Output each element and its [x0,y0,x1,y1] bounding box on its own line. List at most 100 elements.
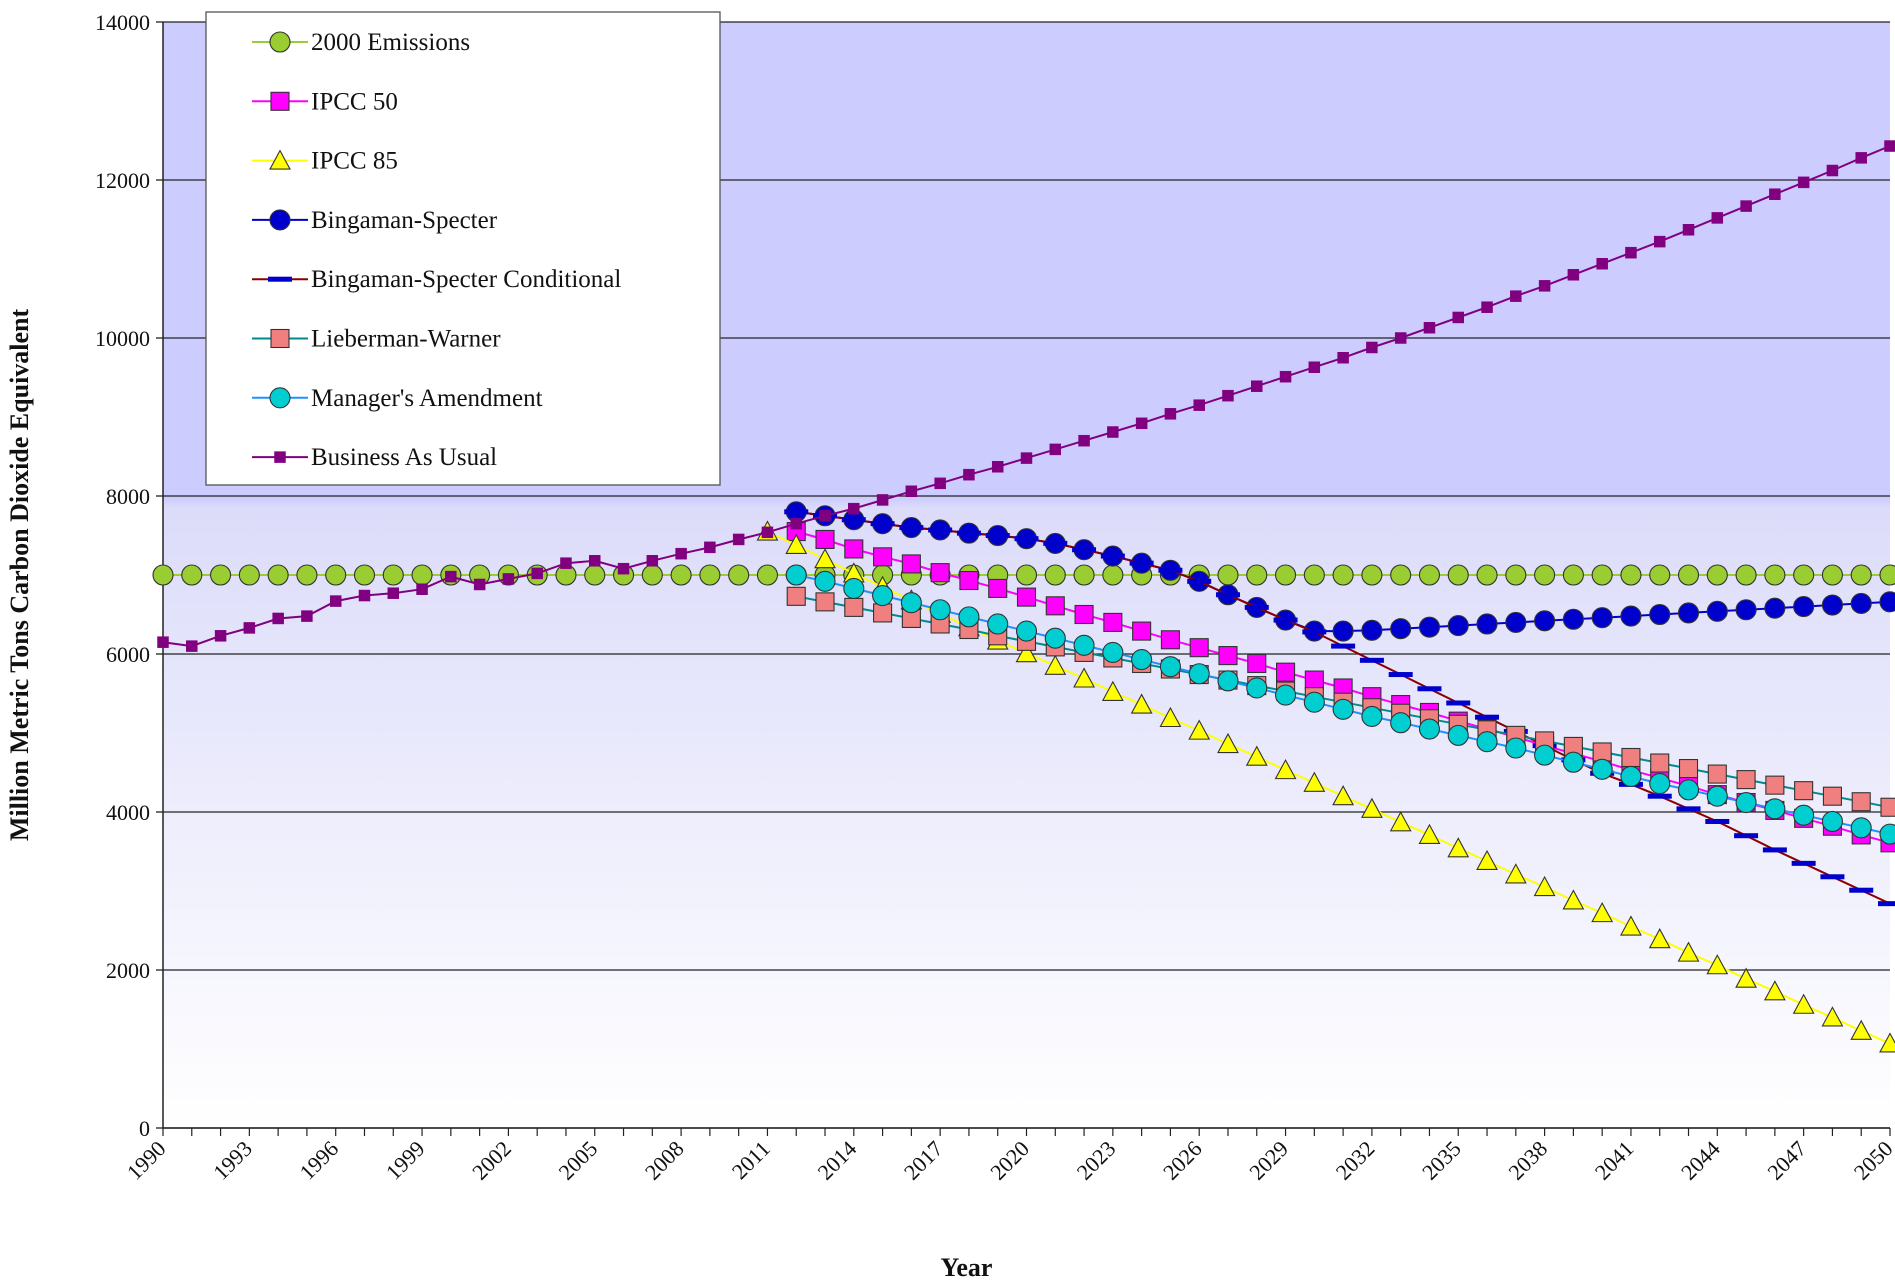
data-point [1332,785,1355,806]
data-point [1820,874,1845,880]
x-tick-label: 2044 [1676,1136,1725,1185]
data-point [786,586,806,606]
data-point [1878,901,1895,907]
data-point [1446,700,1471,706]
data-point [157,636,169,648]
data-point [1394,332,1407,344]
data-point [1765,775,1785,795]
data-point [1189,638,1209,658]
data-point [930,563,950,583]
data-point [870,521,895,527]
data-point [1649,773,1671,795]
data-point [584,564,606,586]
x-tick-label: 2005 [553,1136,602,1185]
series-group [152,564,1895,586]
data-point [1682,224,1695,236]
legend-item: IPCC 50 [252,88,398,115]
data-point [1562,564,1584,586]
data-point [301,610,313,622]
legend-item: Bingaman-Specter [252,207,498,234]
data-point [819,510,831,522]
data-point [641,564,663,586]
data-point [1337,352,1349,364]
data-point [1217,564,1239,586]
legend-item: 2000 Emissions [252,29,470,56]
data-point [1734,833,1759,839]
data-point [1447,724,1469,746]
data-point [1388,672,1413,678]
x-tick-label: 2026 [1158,1136,1207,1185]
data-point [1705,818,1730,824]
data-point [1794,781,1814,801]
data-point [1244,604,1269,610]
data-point [181,564,203,586]
data-point [815,529,835,550]
data-point [959,570,979,591]
data-point [1821,810,1843,833]
data-point [1735,564,1757,586]
data-point [1303,564,1325,586]
data-point [186,640,198,652]
data-point [1735,599,1757,621]
data-point [1562,608,1584,630]
data-point [1049,443,1062,456]
data-point [1821,564,1843,586]
data-point [988,578,1008,598]
data-point [841,517,866,523]
y-tick-label: 14000 [95,10,150,35]
data-point [1676,806,1701,812]
data-point [445,570,457,583]
data-point [785,533,808,555]
data-point [1417,686,1442,692]
data-point [243,622,256,634]
legend-label: IPCC 85 [311,148,398,175]
legend-label: Bingaman-Specter [311,207,498,234]
data-point [1677,564,1700,586]
data-point [1304,670,1324,690]
legend-item: Manager's Amendment [252,385,543,412]
data-point [1102,641,1124,663]
data-point [1418,564,1441,586]
data-point [1562,889,1585,910]
data-point [814,548,836,569]
data-point [1332,620,1354,642]
data-point [560,557,572,569]
y-tick-label: 4000 [106,800,150,825]
data-point [1850,592,1872,614]
data-point [1043,540,1068,546]
data-point [1188,663,1210,685]
legend-item: Business As Usual [252,444,497,471]
x-tick-label: 1990 [122,1136,171,1185]
data-point [1736,770,1756,790]
data-point [1793,564,1815,586]
data-point [411,564,433,586]
data-point [1735,967,1758,988]
data-point [1879,564,1895,586]
data-point [1763,980,1786,1001]
data-point [900,592,922,614]
data-point [1132,621,1152,641]
data-point [873,547,893,567]
data-point [1390,618,1412,640]
y-tick-label: 6000 [106,642,150,667]
data-point [1797,176,1810,189]
data-point [1849,887,1874,893]
y-tick-label: 8000 [106,484,150,509]
data-point [1187,578,1212,584]
legend-label: 2000 Emissions [311,29,470,56]
data-point [1562,751,1584,773]
x-tick-label: 2041 [1590,1136,1639,1185]
data-point [1475,714,1500,720]
data-point [843,577,865,599]
data-point [1159,656,1181,678]
data-point [1044,564,1066,586]
data-point [617,562,630,575]
data-point [1158,567,1183,573]
data-point [1308,361,1321,373]
data-point [238,564,260,586]
data-point [1534,610,1556,632]
data-point [844,597,864,617]
data-point [1390,712,1412,734]
data-point [901,554,921,574]
data-point [1826,164,1839,177]
